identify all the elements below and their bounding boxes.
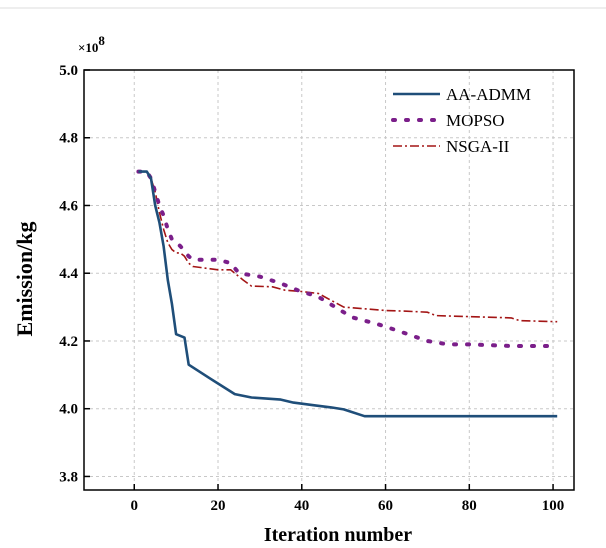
x-tick-label: 60 bbox=[378, 498, 393, 514]
series-line-mopso bbox=[136, 169, 560, 348]
series-line-aa-admm bbox=[138, 170, 558, 418]
legend-label-mopso: MOPSO bbox=[446, 111, 505, 130]
y-tick-label: 4.4 bbox=[59, 266, 78, 282]
axis-ticks bbox=[84, 69, 554, 490]
y-multiplier-prefix: ×10 bbox=[78, 40, 98, 55]
x-tick-label: 0 bbox=[131, 498, 139, 514]
x-tick-label: 40 bbox=[294, 498, 309, 514]
y-tick-label: 5.0 bbox=[59, 63, 78, 79]
y-tick-label: 4.8 bbox=[59, 131, 78, 147]
y-multiplier-exponent: 8 bbox=[98, 33, 105, 48]
x-tick-label: 80 bbox=[462, 498, 477, 514]
y-tick-label: 4.2 bbox=[59, 334, 78, 350]
y-tick-label: 4.6 bbox=[59, 198, 78, 214]
grid-lines bbox=[84, 69, 574, 490]
legend-label-aa-admm: AA-ADMM bbox=[446, 85, 531, 104]
plot-frame bbox=[83, 69, 575, 491]
legend: AA-ADMM MOPSO NSGA-II bbox=[391, 85, 531, 156]
y-axis-title: Emission/kg bbox=[12, 222, 37, 337]
y-tick-label: 4.0 bbox=[59, 402, 78, 418]
y-tick-label: 3.8 bbox=[59, 469, 78, 485]
x-tick-label: 100 bbox=[542, 498, 565, 514]
series-line-nsga-ii bbox=[138, 170, 558, 323]
series-group bbox=[136, 169, 560, 418]
legend-label-nsga-ii: NSGA-II bbox=[446, 137, 510, 156]
tick-labels: 0 20 40 60 80 100 3.8 4.0 4.2 4.4 4.6 4.8 5.0 bbox=[59, 63, 564, 514]
x-axis-title: Iteration number bbox=[264, 524, 412, 546]
y-multiplier: ×108 bbox=[78, 33, 105, 55]
x-tick-label: 20 bbox=[211, 498, 226, 514]
